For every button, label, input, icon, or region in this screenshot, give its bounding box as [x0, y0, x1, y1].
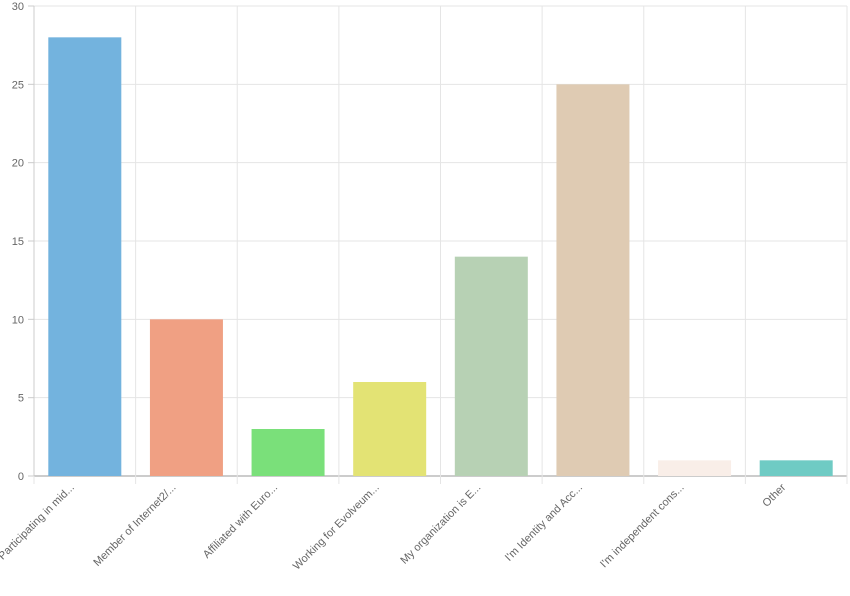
- bar: [353, 382, 427, 476]
- x-tick-label: My organization is E...: [398, 482, 483, 567]
- x-tick-label: Affiliated with Euro...: [201, 482, 280, 561]
- y-tick-label: 0: [18, 471, 24, 483]
- y-tick-label: 15: [12, 236, 24, 248]
- x-tick-label: Participating in mid...: [0, 482, 77, 563]
- bar: [759, 460, 833, 476]
- bar: [556, 84, 630, 476]
- x-tick-label: I'm independent cons...: [598, 482, 687, 571]
- x-tick-label: Member of Internet2/...: [91, 482, 178, 569]
- bar: [149, 319, 223, 476]
- bar: [454, 256, 528, 476]
- y-tick-label: 25: [12, 79, 24, 91]
- x-tick-label: Other: [760, 481, 788, 509]
- bar: [48, 37, 122, 476]
- y-tick-label: 10: [12, 314, 24, 326]
- bar: [251, 429, 325, 476]
- y-tick-label: 5: [18, 393, 24, 405]
- y-tick-label: 20: [12, 158, 24, 170]
- x-tick-label: I'm Identity and Acc...: [503, 482, 585, 564]
- x-tick-label: Working for Evolveum...: [291, 482, 382, 573]
- y-tick-label: 30: [12, 1, 24, 13]
- bar: [658, 460, 732, 476]
